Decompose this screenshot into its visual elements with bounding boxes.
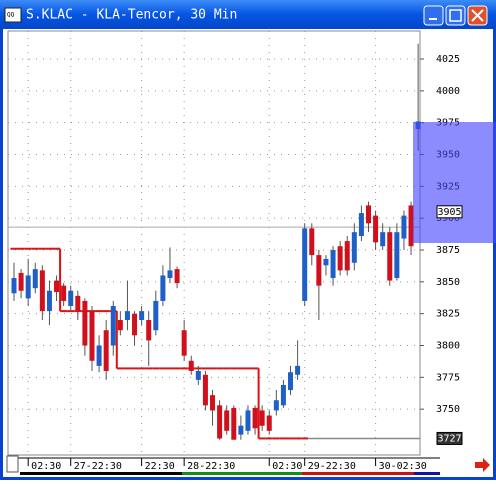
x-tick-label: 29-22:30 — [308, 461, 356, 472]
candle-body — [217, 405, 223, 439]
session-strip — [20, 472, 182, 475]
candle-body — [146, 320, 152, 341]
y-tick-label: 4025 — [436, 54, 460, 65]
candle-body — [316, 255, 322, 286]
y-tick-label: 3800 — [436, 340, 460, 351]
candle-body — [139, 311, 145, 321]
candle-body — [245, 410, 251, 431]
x-tick-label: 02:30 — [272, 461, 302, 472]
candle-body — [344, 241, 350, 271]
candle-body — [124, 311, 130, 321]
y-tick-label: 3825 — [436, 309, 460, 320]
scroll-arrow[interactable] — [475, 458, 490, 472]
candle-body — [238, 425, 244, 435]
session-strip — [414, 472, 440, 475]
candle-body — [259, 410, 265, 426]
candle-body — [153, 300, 159, 331]
candle-body — [61, 285, 67, 301]
candle-body — [380, 232, 386, 247]
selection-highlight — [413, 122, 496, 243]
plot-area — [7, 30, 421, 456]
minimize-button[interactable] — [423, 5, 444, 26]
y-tick-label: 3850 — [436, 277, 460, 288]
y-tick-label: 3750 — [436, 404, 460, 415]
x-tick-label: 22:30 — [145, 461, 175, 472]
price-marker — [436, 205, 463, 219]
candle-body — [280, 384, 286, 406]
candle-body — [394, 232, 400, 279]
candle-body — [32, 269, 38, 289]
candle-body — [401, 215, 407, 239]
candle-body — [202, 374, 208, 406]
candle-body — [373, 215, 379, 243]
candle-body — [273, 400, 279, 411]
candle-body — [323, 258, 329, 266]
candle-body — [337, 246, 343, 271]
app-icon-glyph: QQ — [7, 12, 15, 19]
scroll-box[interactable] — [6, 455, 19, 473]
candle-body — [366, 205, 371, 224]
x-tick-label: 28-22:30 — [187, 461, 235, 472]
candle-body — [302, 228, 308, 301]
session-strip — [182, 472, 302, 475]
candle-body — [167, 270, 173, 279]
price-marker-label: 3727 — [437, 433, 461, 444]
candle-body — [387, 232, 393, 281]
y-tick-label: 3875 — [436, 245, 460, 256]
candle-body — [75, 295, 81, 312]
candle-body — [160, 275, 166, 301]
x-tick-label: 02:30 — [31, 461, 61, 472]
candle-body — [82, 300, 88, 346]
candle-body — [351, 232, 357, 263]
candle-body — [96, 345, 102, 366]
candle-body — [266, 415, 272, 431]
price-marker — [436, 431, 463, 445]
candle-body — [188, 360, 194, 371]
candle-body — [295, 365, 301, 375]
candle-body — [46, 290, 52, 312]
candle-body — [39, 270, 45, 312]
candle-body — [358, 213, 364, 236]
candle-body — [224, 410, 230, 431]
candle-body — [103, 330, 109, 371]
candle-body — [54, 280, 60, 293]
window-title: S.KLAC - KLA-Tencor, 30 Min — [26, 8, 237, 23]
candle-body — [68, 290, 74, 307]
candle-body — [117, 320, 123, 331]
candle-body — [288, 372, 294, 391]
candle-body — [408, 205, 414, 247]
maximize-button[interactable] — [445, 5, 466, 26]
candle-body — [330, 250, 336, 279]
candle-body — [11, 278, 17, 294]
price-marker-label: 3905 — [437, 207, 461, 218]
candle-body — [231, 407, 237, 440]
candle-body — [174, 269, 180, 284]
candle-body — [210, 395, 216, 411]
candle-body — [309, 228, 315, 256]
title-bar — [0, 0, 496, 29]
y-tick-label: 4000 — [436, 86, 460, 97]
candle-body — [132, 313, 138, 336]
app-icon — [4, 7, 22, 23]
y-tick-label: 3775 — [436, 372, 460, 383]
close-button[interactable] — [467, 5, 488, 26]
x-tick-label: 30-02:30 — [379, 461, 427, 472]
session-strip — [302, 472, 414, 475]
candle-body — [195, 370, 201, 380]
candle-body — [89, 311, 95, 361]
candle-body — [181, 330, 187, 356]
candle-body — [110, 306, 116, 346]
x-tick-label: 27-22:30 — [74, 461, 122, 472]
candle-body — [18, 272, 24, 291]
time-axis — [3, 456, 493, 476]
candle-body — [252, 407, 258, 429]
candle-body — [25, 275, 31, 299]
